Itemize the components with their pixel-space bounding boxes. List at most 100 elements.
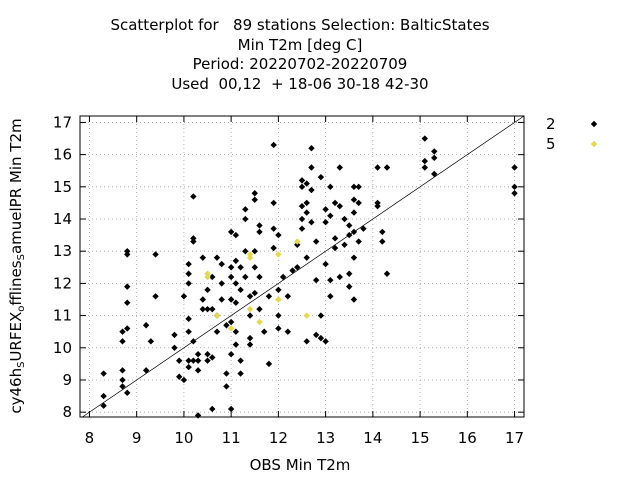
point-s2-18 bbox=[152, 251, 159, 258]
point-s2-13 bbox=[124, 248, 131, 255]
point-s2-125 bbox=[308, 219, 315, 226]
point-s2-112 bbox=[298, 177, 306, 184]
point-s2-38 bbox=[194, 351, 202, 358]
point-s2-109 bbox=[289, 267, 296, 274]
x-tick-label-17: 17 bbox=[505, 429, 524, 447]
point-s2-110 bbox=[294, 241, 301, 248]
title-line-4: Used 00,12 + 18-06 30-18 42-30 bbox=[171, 74, 429, 93]
point-s2-136 bbox=[327, 183, 334, 191]
point-s2-123 bbox=[308, 164, 315, 171]
point-s2-172 bbox=[431, 154, 438, 162]
legend: 25 bbox=[546, 115, 598, 153]
point-s2-24 bbox=[180, 293, 188, 300]
point-s2-7 bbox=[119, 328, 126, 335]
point-s2-127 bbox=[312, 276, 320, 284]
point-s2-159 bbox=[355, 199, 362, 207]
point-s2-44 bbox=[204, 286, 211, 294]
point-s2-82 bbox=[246, 293, 254, 300]
point-s2-151 bbox=[346, 283, 353, 290]
x-tick-label-10: 10 bbox=[174, 429, 193, 447]
point-s2-20 bbox=[171, 344, 178, 351]
point-s2-90 bbox=[251, 190, 258, 197]
point-s5-8 bbox=[275, 296, 282, 303]
point-s5-1 bbox=[204, 273, 211, 281]
title-line-3: Period: 20220702-20220709 bbox=[192, 55, 408, 73]
point-s2-165 bbox=[379, 228, 386, 236]
point-s2-121 bbox=[303, 338, 310, 345]
point-s2-46 bbox=[204, 351, 211, 358]
point-s2-2 bbox=[100, 370, 107, 377]
point-s2-35 bbox=[190, 235, 197, 242]
point-s2-84 bbox=[246, 334, 254, 342]
point-s2-160 bbox=[355, 238, 362, 245]
chart-title: Scatterplot for 89 stations Selection: B… bbox=[0, 16, 600, 94]
point-s2-98 bbox=[270, 141, 277, 149]
point-s2-8 bbox=[124, 325, 131, 332]
point-s2-49 bbox=[209, 305, 216, 313]
point-s2-115 bbox=[298, 215, 306, 223]
point-s2-21 bbox=[175, 373, 183, 380]
point-s2-156 bbox=[350, 254, 358, 261]
point-s2-4 bbox=[119, 376, 126, 384]
point-s2-68 bbox=[232, 231, 240, 239]
point-s2-128 bbox=[312, 331, 320, 339]
point-s2-129 bbox=[317, 173, 325, 181]
point-s2-130 bbox=[317, 312, 325, 319]
point-s5-10 bbox=[294, 238, 301, 245]
y-tick-label-14: 14 bbox=[53, 210, 72, 228]
point-s2-153 bbox=[350, 196, 358, 203]
point-s2-30 bbox=[185, 270, 192, 277]
point-s5-4 bbox=[246, 305, 254, 313]
point-s2-47 bbox=[204, 357, 211, 364]
point-s2-147 bbox=[341, 241, 348, 248]
point-s2-42 bbox=[199, 305, 207, 313]
point-s2-105 bbox=[275, 325, 282, 332]
point-s2-167 bbox=[383, 164, 391, 171]
point-s2-52 bbox=[213, 254, 221, 261]
point-s2-56 bbox=[218, 280, 225, 287]
point-s2-148 bbox=[346, 222, 353, 229]
point-s5-5 bbox=[246, 254, 254, 261]
point-s2-145 bbox=[336, 273, 343, 281]
point-s5-6 bbox=[246, 251, 254, 258]
y-tick-label-8: 8 bbox=[62, 403, 72, 421]
point-s2-19 bbox=[171, 331, 178, 339]
point-s2-40 bbox=[194, 412, 202, 419]
point-s5-11 bbox=[303, 312, 310, 319]
point-s2-144 bbox=[336, 202, 343, 210]
point-s2-6 bbox=[124, 389, 131, 397]
point-s2-86 bbox=[251, 248, 258, 255]
point-s2-170 bbox=[421, 157, 429, 165]
point-s2-79 bbox=[242, 215, 249, 223]
point-s2-36 bbox=[190, 193, 197, 200]
point-s2-174 bbox=[431, 170, 438, 178]
point-s2-162 bbox=[374, 199, 381, 207]
point-s2-132 bbox=[322, 206, 329, 213]
point-s2-71 bbox=[232, 299, 240, 306]
point-s2-41 bbox=[199, 254, 207, 261]
point-s2-58 bbox=[223, 322, 230, 329]
point-s2-1 bbox=[100, 402, 107, 409]
point-s2-16 bbox=[147, 338, 155, 345]
y-tick-label-12: 12 bbox=[53, 274, 72, 292]
point-s2-161 bbox=[360, 225, 367, 232]
point-s2-152 bbox=[350, 183, 358, 191]
data-points bbox=[100, 135, 518, 419]
point-s2-59 bbox=[223, 370, 230, 377]
point-s2-61 bbox=[227, 405, 235, 413]
point-s2-10 bbox=[124, 299, 131, 306]
x-tick-label-13: 13 bbox=[316, 429, 335, 447]
point-s2-108 bbox=[284, 328, 292, 335]
point-s2-173 bbox=[431, 148, 438, 155]
point-s2-99 bbox=[270, 199, 277, 207]
point-s2-158 bbox=[355, 183, 362, 191]
point-s2-95 bbox=[261, 328, 268, 335]
point-s2-66 bbox=[227, 264, 235, 271]
point-s2-67 bbox=[227, 228, 235, 236]
point-s2-166 bbox=[379, 238, 386, 245]
point-s2-111 bbox=[294, 264, 301, 271]
point-s2-28 bbox=[185, 328, 192, 335]
point-s2-17 bbox=[152, 293, 159, 300]
plot-frame bbox=[79, 115, 525, 418]
